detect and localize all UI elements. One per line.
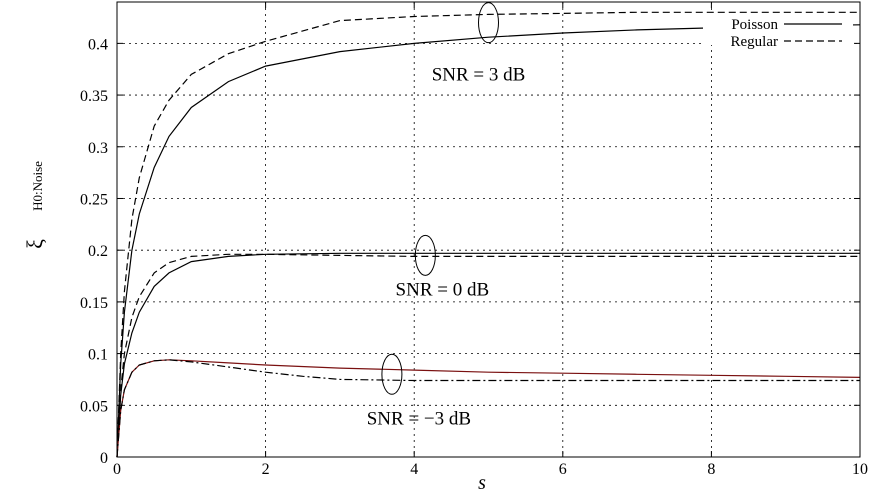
x-tick-label: 8: [707, 461, 715, 478]
y-tick-label: 0.2: [88, 243, 108, 260]
group-ellipse: [414, 234, 436, 276]
y-tick-label: 0.1: [88, 347, 108, 364]
group-ellipse: [478, 2, 499, 44]
legend-background: [703, 13, 853, 45]
series-line-dashed: [116, 11, 860, 458]
series-line-dashdot: [116, 359, 860, 458]
snr-annotation: SNR = −3 dB: [367, 408, 471, 429]
axis-ticks: 0 2 4 6 8 10 0 0.05 0.1 0.15 0.2 0.25 0.3 0.35 0.4: [80, 2, 868, 478]
plot-frame: [116, 1, 861, 458]
grid: [117, 2, 860, 457]
x-tick-label: 2: [262, 461, 270, 478]
y-axis-title-subscript: H0:Noise: [30, 161, 45, 211]
y-tick-label: 0: [100, 450, 108, 467]
legend-label: Regular: [731, 34, 778, 50]
annotations: SNR = 3 dB SNR = 0 dB SNR = −3 dB: [367, 65, 526, 430]
snr-annotation: SNR = 3 dB: [432, 65, 526, 86]
x-axis-title: s: [478, 472, 486, 494]
series-group: [116, 11, 861, 458]
group-markers: [381, 2, 499, 395]
series-line-dashed: [116, 253, 860, 458]
x-tick-label: 4: [410, 461, 418, 478]
y-tick-label: 0.4: [88, 36, 108, 53]
y-tick-label: 0.3: [88, 140, 108, 157]
y-tick-label: 0.15: [80, 295, 108, 312]
y-axis-title-symbol: ξ: [22, 239, 47, 249]
y-tick-label: 0.35: [80, 88, 108, 105]
group-ellipse: [381, 353, 403, 395]
x-tick-label: 0: [113, 461, 121, 478]
y-tick-label: 0.25: [80, 191, 108, 208]
series-line-solid: [116, 252, 860, 458]
y-tick-label: 0.05: [80, 398, 108, 415]
x-tick-label: 10: [852, 461, 868, 478]
x-tick-label: 6: [559, 461, 567, 478]
series-line-solid: [116, 24, 861, 458]
legend-label: Poisson: [731, 17, 778, 33]
snr-annotation: SNR = 0 dB: [396, 279, 490, 300]
y-axis-title: ξ H0:Noise: [22, 161, 47, 249]
